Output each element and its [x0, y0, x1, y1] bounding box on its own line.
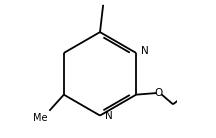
Text: N: N [141, 46, 149, 56]
Text: Me: Me [33, 113, 48, 123]
Text: N: N [105, 111, 113, 120]
Text: Cl: Cl [98, 0, 108, 1]
Text: O: O [154, 88, 163, 98]
